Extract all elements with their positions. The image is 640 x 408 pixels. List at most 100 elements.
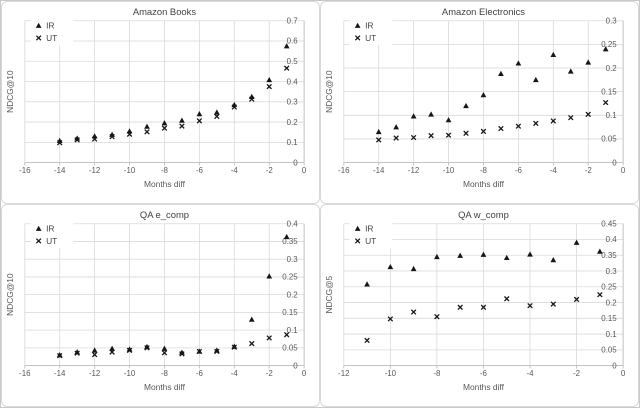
y-tick-label: 0.2 (287, 290, 298, 299)
x-tick-label: -4 (550, 166, 558, 175)
marker-x (249, 96, 255, 102)
marker-x (283, 65, 290, 71)
y-tick-label: 0.35 (601, 251, 617, 260)
y-tick-label: 0.5 (287, 57, 299, 66)
marker-x (231, 344, 238, 350)
chart-qa-w-comp: -12 -10 -8 -6 -4 -2 00 0.05 0.1 0.15 0.2 0.25 0.3 0.3… (324, 210, 626, 392)
marker-x (585, 111, 591, 118)
marker-triangle (91, 347, 98, 353)
marker-x (91, 351, 98, 358)
marker-x (214, 113, 220, 120)
x-tick-labels: -16 -14 -12 -10 -8 -6 -4 -2 0 (338, 166, 626, 175)
marker-triangle (428, 111, 434, 117)
chart-amazon-books: -16 -14 -12 -10 -8 -6 -4 -2 00 0.1 0.2 0.3 0.4 0.5 0.6… (5, 7, 307, 189)
marker-triangle (498, 70, 504, 76)
marker-triangle (266, 273, 273, 279)
marker-x (393, 135, 399, 141)
marker-x (161, 350, 168, 356)
y-axis-title: NDCG@10 (5, 70, 15, 113)
marker-x (144, 345, 150, 351)
x-tick-label: -8 (161, 369, 169, 378)
y-tick-labels: 0 0.05 0.1 0.15 0.2 0.25 0.3 0.35 0.4 0.45 (601, 219, 617, 370)
marker-triangle (567, 68, 574, 74)
legend: IR UT (30, 19, 74, 45)
marker-triangle (527, 251, 533, 257)
marker-triangle (515, 60, 522, 66)
marker-x (364, 337, 370, 344)
x-tick-label: -6 (515, 166, 523, 175)
x-tick-label: -4 (526, 369, 534, 378)
y-tick-label: 0.05 (601, 135, 617, 144)
x-tick-label: -12 (408, 166, 419, 175)
marker-x (515, 123, 522, 129)
y-axis-title: NDCG@5 (324, 275, 334, 313)
chart-title: Amazon Electronics (442, 7, 525, 17)
chart-amazon-electronics: -16 -14 -12 -10 -8 -6 -4 -2 00 0.05 0.1 0.15 0.2 0.25… (324, 7, 626, 189)
marker-triangle (480, 251, 487, 257)
marker-x (214, 348, 220, 355)
marker-x (480, 128, 487, 135)
marker-x (109, 133, 115, 140)
marker-x (35, 35, 42, 41)
x-tick-labels: -16 -14 -12 -10 -8 -6 -4 -2 0 (19, 166, 307, 175)
series-ir (56, 43, 290, 143)
y-tick-label: 0.3 (287, 98, 299, 107)
marker-x (457, 304, 463, 310)
axes (24, 223, 305, 369)
marker-triangle (434, 253, 440, 260)
marker-x (196, 348, 203, 355)
marker-x (249, 340, 255, 347)
marker-triangle (602, 46, 609, 52)
marker-x (498, 125, 504, 132)
axes (343, 223, 624, 369)
y-tick-label: 0.4 (287, 77, 299, 86)
x-axis-title: Months diff (144, 179, 186, 189)
chart-title: QA e_comp (140, 210, 189, 220)
marker-triangle (161, 120, 168, 126)
marker-triangle (231, 343, 238, 349)
marker-x (354, 238, 361, 244)
marker-triangle (393, 124, 400, 130)
marker-triangle (213, 109, 220, 115)
x-tick-label: 0 (302, 166, 307, 175)
marker-triangle (248, 316, 255, 322)
marker-x (480, 304, 487, 310)
axes (24, 20, 305, 166)
legend-background (349, 222, 393, 248)
marker-x (126, 131, 133, 137)
marker-x (463, 130, 469, 136)
series-ut (364, 291, 603, 344)
y-tick-label: 0.1 (287, 326, 298, 335)
y-tick-label: 0.35 (282, 237, 298, 246)
y-tick-label: 0.6 (287, 37, 299, 46)
legend-background (30, 222, 74, 248)
y-tick-labels: 0 0.1 0.2 0.3 0.4 0.5 0.6 0.7 (287, 16, 299, 167)
legend-label-ir: IR (365, 21, 373, 31)
marker-x (74, 350, 80, 356)
marker-x (410, 134, 417, 141)
marker-x (550, 301, 557, 307)
chart-panel: -16 -14 -12 -10 -8 -6 -4 -2 0 0 0.1 0.2 0.3 0.4 0.5 0.6… (1, 1, 320, 204)
marker-x (266, 83, 272, 90)
marker-triangle (144, 343, 150, 350)
x-tick-label: -12 (89, 166, 100, 175)
marker-triangle (410, 265, 417, 272)
x-axis-title: Months diff (144, 382, 186, 392)
legend-label-ut: UT (365, 33, 376, 43)
legend-label-ir: IR (365, 224, 373, 234)
legend-label-ut: UT (46, 33, 57, 43)
x-tick-label: -6 (480, 369, 488, 378)
marker-x (504, 296, 510, 302)
marker-triangle (126, 346, 133, 352)
marker-triangle (532, 76, 539, 83)
x-tick-label: -6 (196, 369, 204, 378)
y-tick-label: 0.4 (287, 219, 299, 228)
marker-x (196, 118, 203, 124)
y-tick-labels: 0 0.05 0.1 0.15 0.2 0.25 0.3 (601, 16, 617, 167)
marker-triangle (179, 117, 185, 123)
marker-triangle (596, 248, 603, 254)
x-tick-label: -16 (19, 166, 31, 175)
marker-triangle (410, 113, 417, 119)
y-tick-label: 0.7 (287, 16, 298, 25)
marker-triangle (213, 347, 220, 353)
